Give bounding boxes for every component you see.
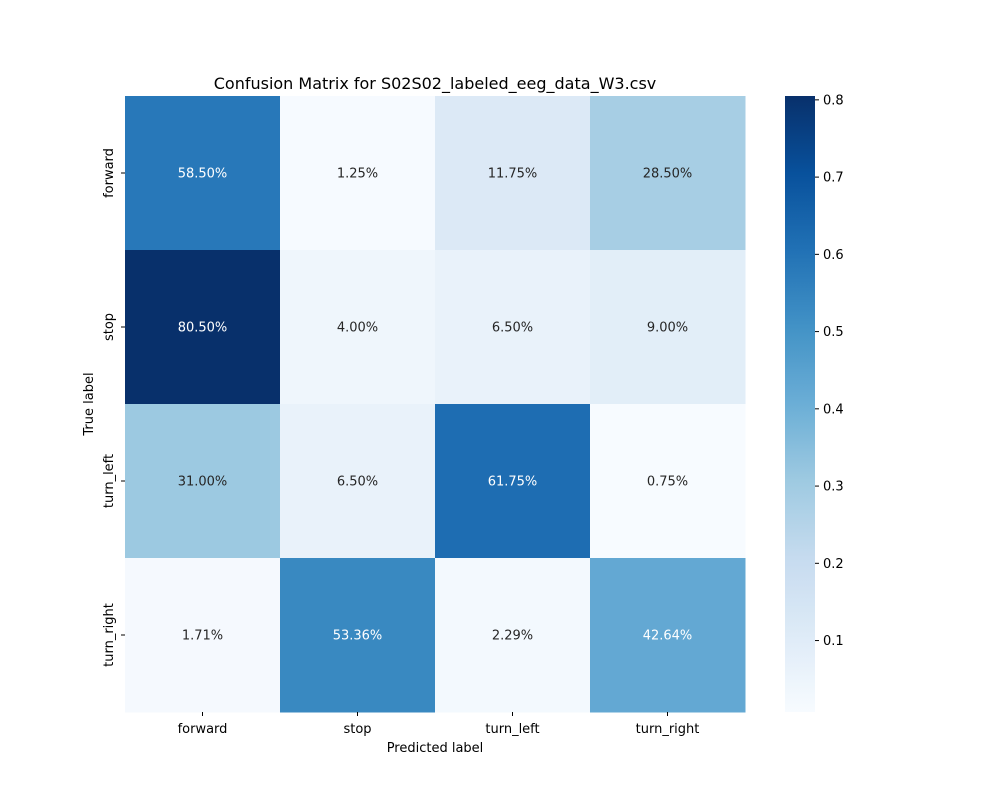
heatmap-cell (435, 558, 591, 713)
colorbar-tick-label: 0.3 (823, 480, 844, 495)
y-tick-label: turn_left (102, 454, 117, 508)
y-axis-label: True label (82, 372, 97, 436)
colorbar (785, 96, 815, 712)
colorbar-tick-label: 0.8 (823, 93, 844, 108)
colorbar-tick-label: 0.4 (823, 402, 844, 417)
x-tick-label: forward (178, 722, 228, 737)
cell-annotation: 61.75% (488, 475, 538, 490)
colorbar-tick-label: 0.1 (823, 634, 844, 649)
x-axis-label: Predicted label (387, 741, 484, 756)
heatmap-cell (125, 250, 281, 405)
cell-annotation: 28.50% (643, 167, 693, 182)
heatmap-cell (435, 250, 591, 405)
colorbar-tick-label: 0.7 (823, 171, 844, 186)
heatmap-cell (590, 558, 746, 713)
cell-annotation: 11.75% (488, 167, 538, 182)
cell-annotation: 6.50% (492, 321, 533, 336)
heatmap-cell (280, 558, 436, 713)
cell-annotation: 4.00% (337, 321, 378, 336)
cell-annotation: 53.36% (333, 629, 383, 644)
heatmap-cell (125, 96, 281, 251)
cell-annotation: 6.50% (337, 475, 378, 490)
cell-annotation: 0.75% (647, 475, 688, 490)
heatmap-cell (280, 404, 436, 559)
heatmap-cell (590, 404, 746, 559)
heatmap-cell (280, 96, 436, 251)
x-tick-label: turn_right (636, 722, 700, 737)
heatmap-cell (125, 558, 281, 713)
colorbar-tick-label: 0.5 (823, 325, 844, 340)
cell-annotation: 42.64% (643, 629, 693, 644)
y-tick-label: turn_right (102, 603, 117, 667)
y-axis-ticks: forward stop turn_left turn_right (102, 148, 125, 667)
heatmap-cell (280, 250, 436, 405)
heatmap-cell (590, 96, 746, 251)
colorbar-tick-label: 0.6 (823, 248, 844, 263)
heatmap-cells: 58.50% 1.25% 11.75% 28.50% 80.50% 4.00% 6.50% 9… (125, 96, 746, 713)
cell-annotation: 1.71% (182, 629, 223, 644)
colorbar-ticks: 0.1 0.2 0.3 0.4 0.5 0.6 0.7 0.8 (815, 93, 844, 649)
cell-annotation: 80.50% (178, 321, 228, 336)
colorbar-tick-label: 0.2 (823, 557, 844, 572)
chart-title: Confusion Matrix for S02S02_labeled_eeg_… (214, 74, 657, 94)
heatmap-cell (435, 96, 591, 251)
cell-annotation: 9.00% (647, 321, 688, 336)
x-tick-label: stop (343, 722, 371, 737)
cell-annotation: 2.29% (492, 629, 533, 644)
y-tick-label: stop (102, 313, 117, 341)
cell-annotation: 1.25% (337, 167, 378, 182)
heatmap-cell (590, 250, 746, 405)
y-tick-label: forward (102, 148, 117, 198)
cell-annotation: 31.00% (178, 475, 228, 490)
cell-annotation: 58.50% (178, 167, 228, 182)
heatmap-cell (125, 404, 281, 559)
heatmap-cell (435, 404, 591, 559)
x-axis-ticks: forward stop turn_left turn_right (178, 712, 700, 737)
x-tick-label: turn_left (485, 722, 539, 737)
